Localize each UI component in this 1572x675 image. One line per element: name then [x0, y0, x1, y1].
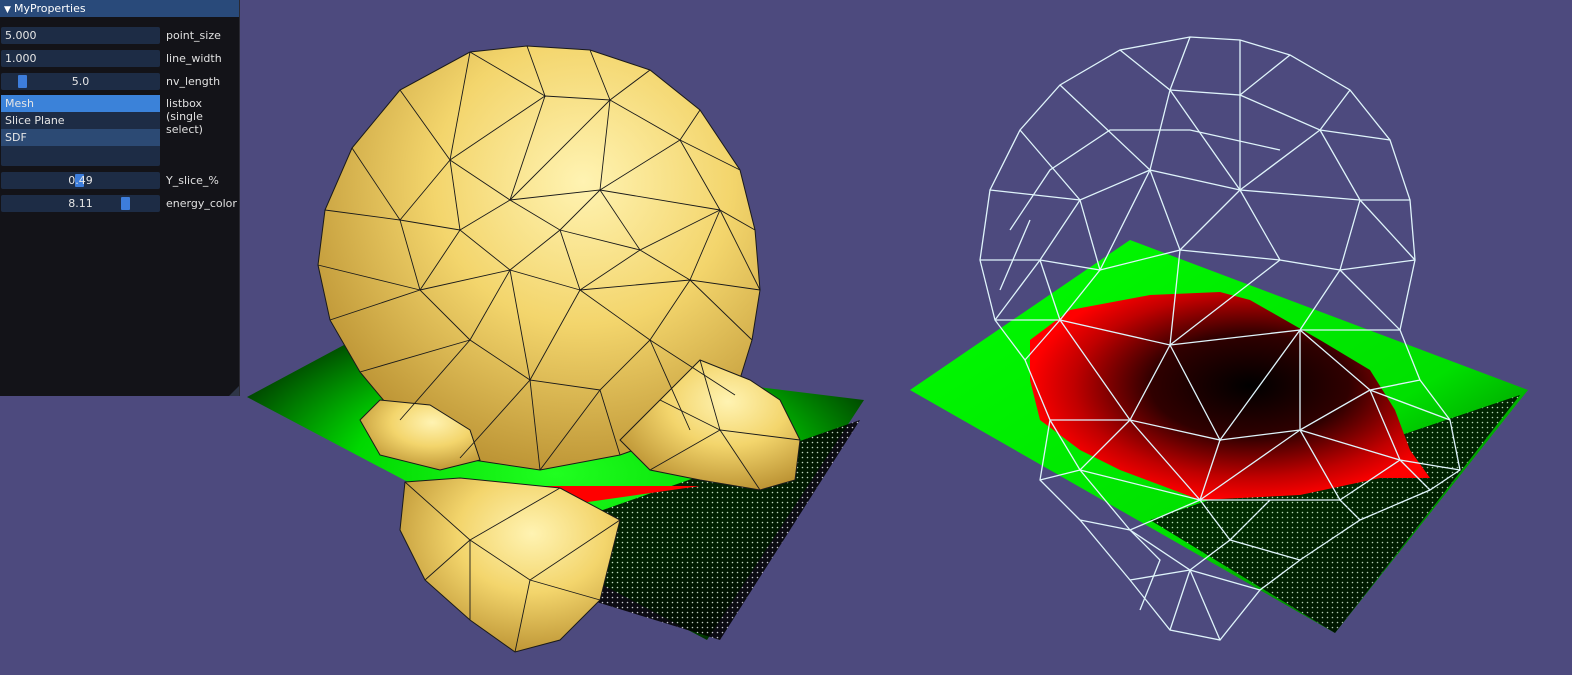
nv-length-slider[interactable]: 5.0 — [1, 73, 160, 90]
panel-title: MyProperties — [14, 2, 86, 15]
wireframe-mesh-head — [979, 36, 1461, 641]
point-size-input[interactable]: 5.000 — [1, 27, 160, 44]
properties-panel: ▼ MyProperties 5.000 point_size 1.000 lin… — [0, 0, 240, 396]
energy-color-slider[interactable]: 8.11 — [1, 195, 160, 212]
energy-color-value: 8.11 — [68, 197, 93, 210]
nv-length-value: 5.0 — [71, 75, 90, 88]
listbox-item-slice-plane[interactable]: Slice Plane — [5, 114, 65, 127]
listbox[interactable]: Mesh Slice Plane SDF — [1, 95, 160, 166]
line-width-label: line_width — [166, 52, 222, 65]
y-slice-slider-grab[interactable] — [74, 174, 84, 187]
shaded-mesh-head — [317, 45, 801, 653]
y-slice-label: Y_slice_% — [166, 174, 219, 187]
listbox-label-line2: (single select) — [166, 110, 203, 136]
collapse-arrow-icon[interactable]: ▼ — [4, 5, 11, 15]
listbox-item-sdf[interactable]: SDF — [1, 129, 160, 146]
point-size-row: 5.000 point_size — [0, 27, 240, 44]
right-slice-plane — [910, 240, 1528, 633]
nv-length-row: 5.0 nv_length — [0, 73, 240, 90]
y-slice-slider[interactable]: 0.49 — [1, 172, 160, 189]
listbox-label: listbox (single select) — [166, 97, 239, 136]
line-width-input[interactable]: 1.000 — [1, 50, 160, 67]
line-width-row: 1.000 line_width — [0, 50, 240, 67]
y-slice-value: 0.49 — [68, 174, 93, 187]
panel-title-bar[interactable]: ▼ MyProperties — [0, 0, 239, 17]
point-size-label: point_size — [166, 29, 221, 42]
energy-color-slider-grab[interactable] — [121, 197, 131, 210]
energy-color-row: 8.11 energy_color — [0, 195, 240, 212]
energy-color-label: energy_color — [166, 197, 237, 210]
resize-grip[interactable] — [229, 386, 239, 396]
nv-length-label: nv_length — [166, 75, 221, 88]
nv-length-slider-grab[interactable] — [17, 75, 27, 88]
y-slice-row: 0.49 Y_slice_% — [0, 172, 240, 189]
listbox-label-line1: listbox — [166, 97, 203, 110]
listbox-item-mesh[interactable]: Mesh — [1, 95, 160, 112]
